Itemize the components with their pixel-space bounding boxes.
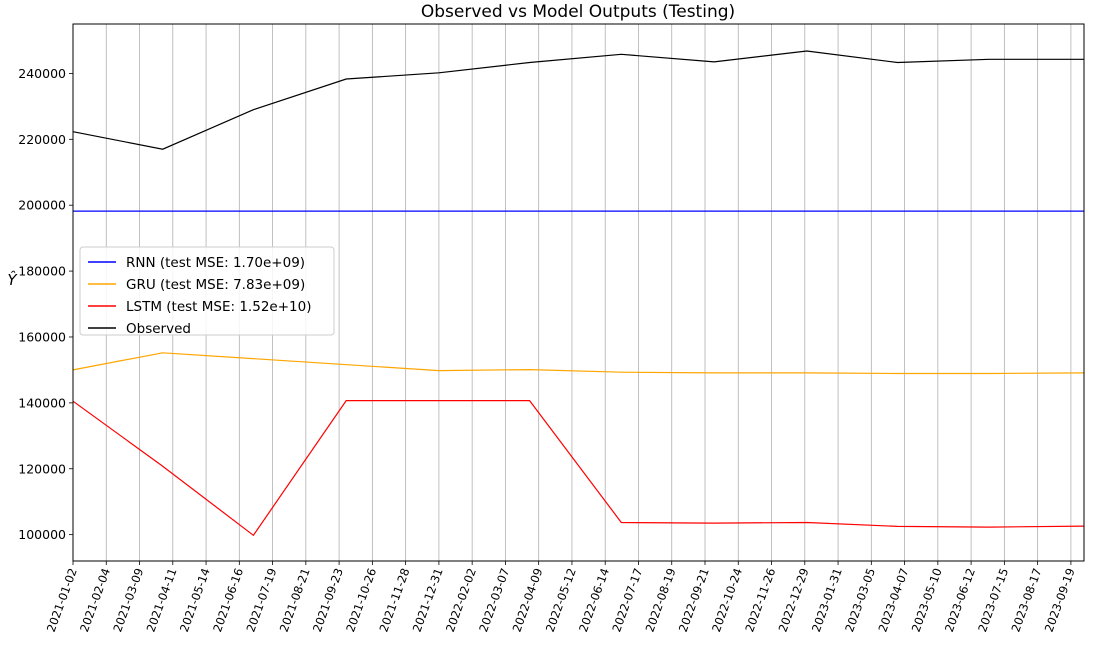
y-tick-label: 200000 bbox=[18, 198, 66, 213]
x-tick-label: 2022-07-17 bbox=[609, 566, 645, 634]
x-tick-label: 2022-04-09 bbox=[509, 566, 545, 634]
x-tick-label: 2021-05-14 bbox=[177, 566, 213, 634]
x-tick-label: 2021-09-23 bbox=[310, 566, 346, 634]
x-tick-label: 2022-06-14 bbox=[576, 566, 612, 634]
legend-box bbox=[79, 246, 335, 336]
legend-label-rnn: RNN (test MSE: 1.70e+09) bbox=[126, 255, 305, 271]
y-axis: 100000 120000 140000 160000 180000 200000 2200… bbox=[18, 66, 73, 542]
y-tick-label: 240000 bbox=[18, 66, 66, 81]
x-tick-label: 2023-07-15 bbox=[975, 566, 1011, 634]
series-line-gru bbox=[72, 352, 1085, 375]
x-tick-label: 2021-11-28 bbox=[376, 566, 412, 634]
x-tick-label: 2021-02-04 bbox=[77, 566, 113, 634]
legend-label-lstm: LSTM (test MSE: 1.52e+10) bbox=[126, 299, 311, 315]
legend-label-gru: GRU (test MSE: 7.83e+09) bbox=[126, 277, 305, 293]
x-tick-label: 2022-12-29 bbox=[776, 566, 812, 634]
plot-frame bbox=[72, 23, 1085, 562]
series-line-observed bbox=[72, 50, 1084, 150]
x-tick-label: 2023-03-05 bbox=[842, 566, 878, 634]
x-tick-label: 2021-03-09 bbox=[110, 566, 146, 634]
x-tick-label: 2022-11-26 bbox=[742, 566, 778, 634]
x-tick-label: 2021-08-21 bbox=[277, 566, 313, 634]
x-tick-label: 2022-09-21 bbox=[676, 566, 712, 634]
x-tick-label: 2023-09-19 bbox=[1042, 566, 1078, 634]
x-tick-label: 2023-01-31 bbox=[809, 566, 845, 634]
chart-title: Observed vs Model Outputs (Testing) bbox=[421, 2, 735, 22]
legend-label-observed: Observed bbox=[126, 321, 191, 337]
x-tick-label: 2023-08-17 bbox=[1008, 566, 1044, 634]
y-tick-label: 220000 bbox=[18, 132, 66, 147]
x-tick-label: 2021-04-11 bbox=[144, 566, 180, 634]
x-tick-label: 2021-01-02 bbox=[44, 566, 80, 634]
x-tick-label: 2022-03-07 bbox=[476, 566, 512, 634]
x-tick-label: 2023-04-07 bbox=[875, 566, 911, 634]
x-tick-label: 2022-10-24 bbox=[709, 566, 745, 634]
x-axis: 2021-01-022021-02-042021-03-092021-04-11… bbox=[44, 561, 1078, 634]
y-axis-label: Ŷ bbox=[7, 270, 18, 289]
series-line-lstm bbox=[72, 400, 1085, 537]
x-tick-label: 2022-02-02 bbox=[443, 566, 479, 634]
legend: RNN (test MSE: 1.70e+09) GRU (test MSE: 7… bbox=[79, 246, 335, 337]
y-tick-label: 120000 bbox=[18, 461, 66, 476]
x-tick-label: 2023-05-10 bbox=[909, 566, 945, 634]
x-tick-label: 2021-07-19 bbox=[243, 566, 279, 634]
x-tick-label: 2021-06-16 bbox=[210, 566, 246, 634]
x-tick-label: 2021-12-31 bbox=[410, 566, 446, 634]
x-tick-label: 2022-08-19 bbox=[643, 566, 679, 634]
grid-lines bbox=[72, 24, 1072, 561]
x-tick-label: 2022-05-12 bbox=[543, 566, 579, 634]
y-tick-label: 140000 bbox=[18, 395, 66, 410]
x-tick-label: 2021-10-26 bbox=[343, 566, 379, 634]
x-tick-label: 2023-06-12 bbox=[942, 566, 978, 634]
series-lines bbox=[72, 50, 1085, 537]
y-tick-label: 100000 bbox=[18, 527, 66, 542]
y-tick-label: 160000 bbox=[18, 329, 66, 344]
y-tick-label: 180000 bbox=[18, 264, 66, 279]
